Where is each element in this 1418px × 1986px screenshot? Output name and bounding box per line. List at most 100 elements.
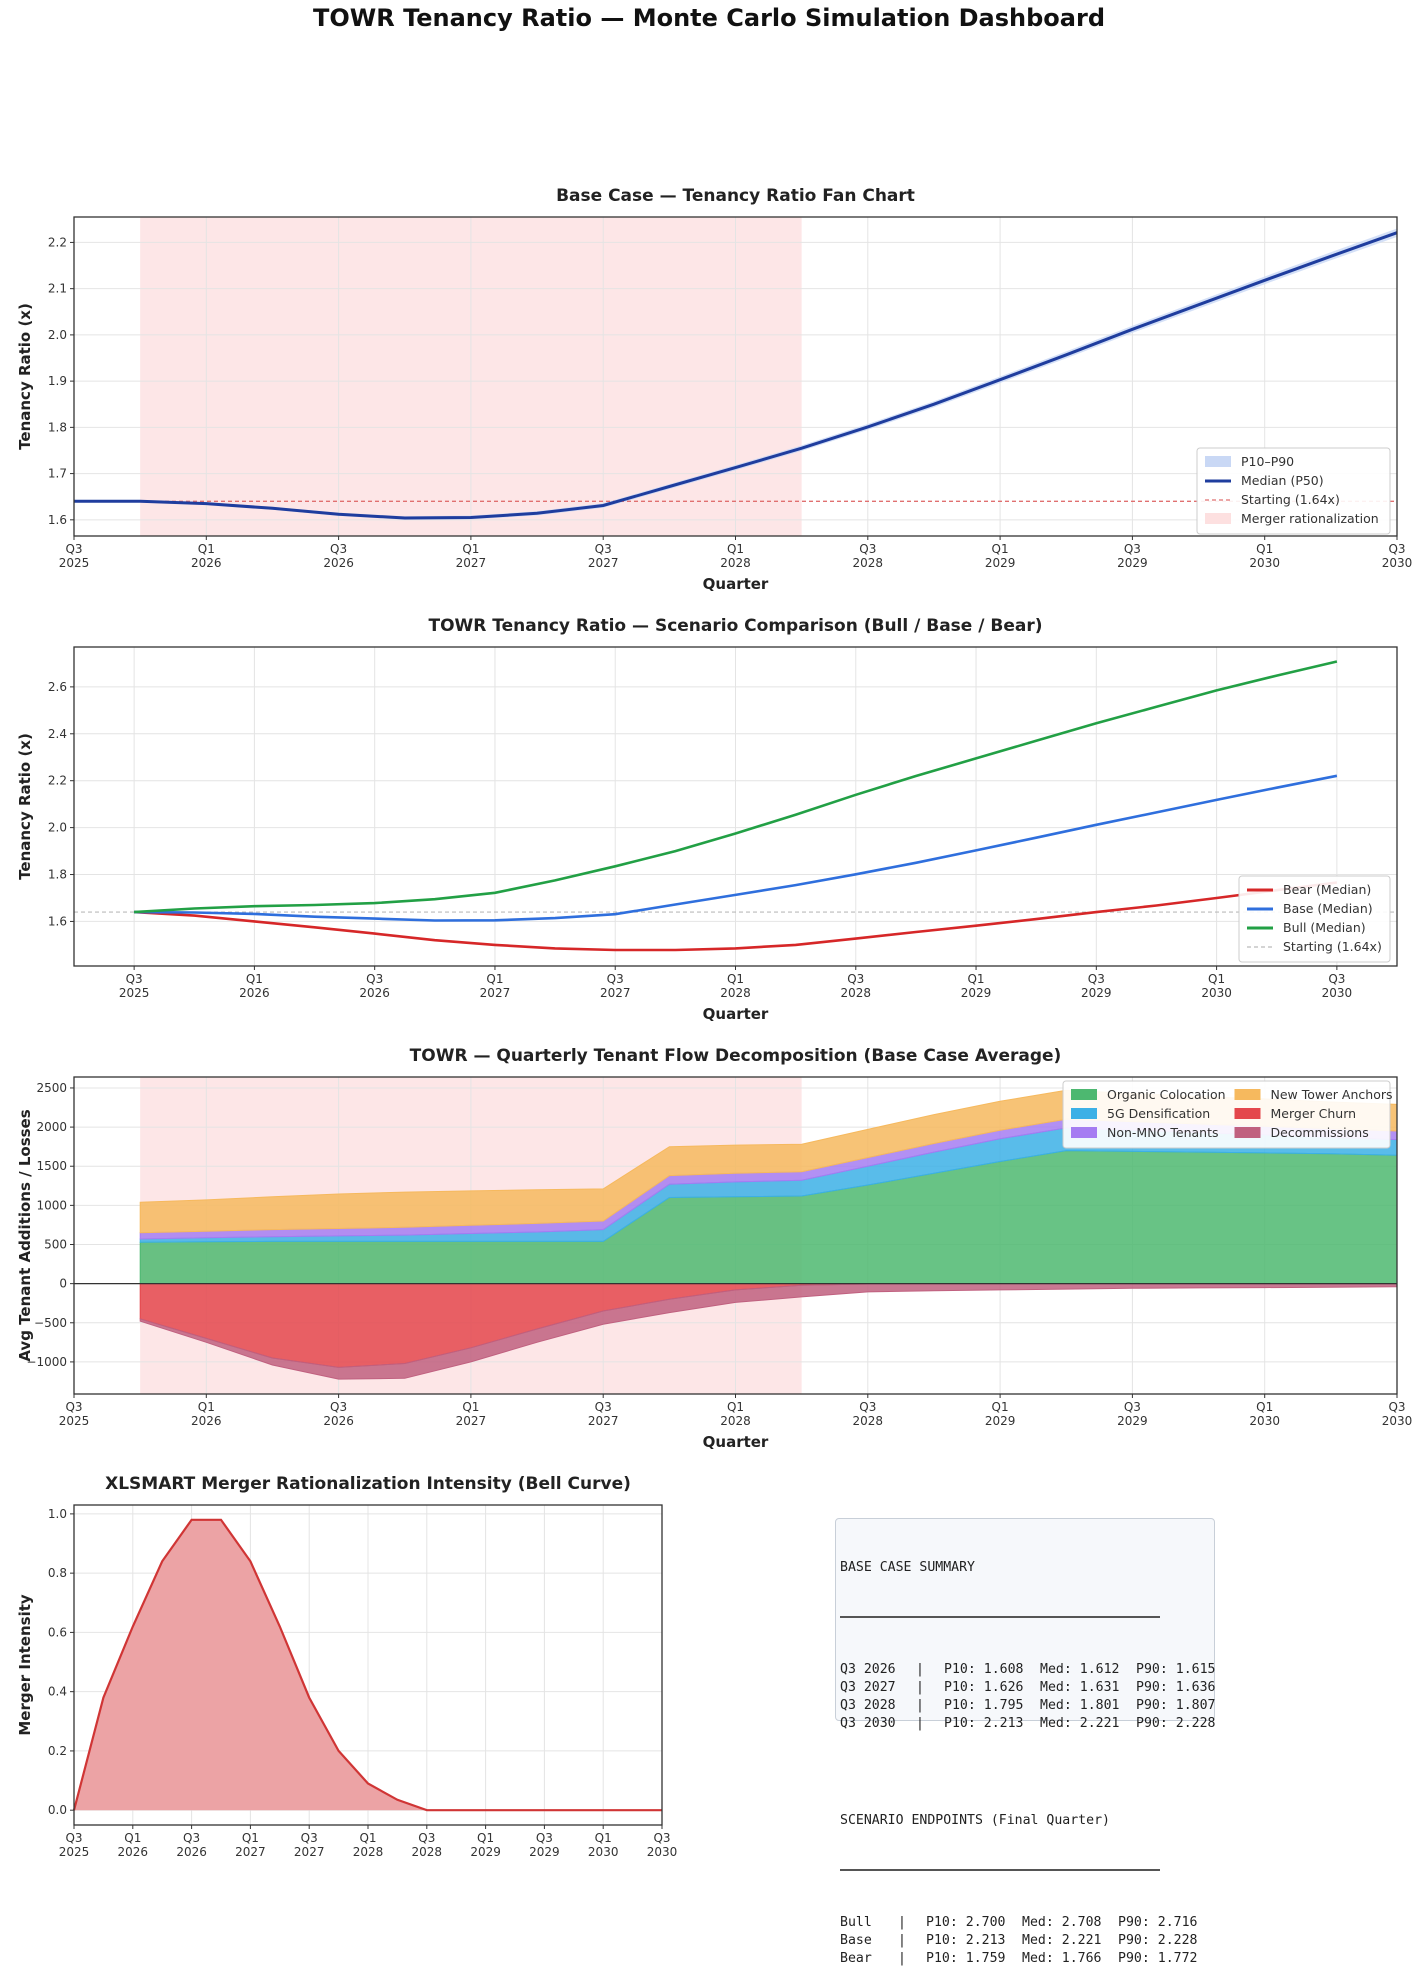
y-tick-label: 2.4	[48, 727, 67, 741]
legend-label: Base (Median)	[1283, 901, 1373, 916]
med-value: 1.801	[1079, 1698, 1120, 1713]
x-tick-quarter: Q3	[653, 1831, 670, 1845]
x-tick-year: 2026	[239, 986, 270, 1000]
chart-title: Base Case — Tenancy Ratio Fan Chart	[556, 186, 915, 206]
y-tick-label: 0.4	[48, 1685, 67, 1699]
med-field: Med: 1.766	[1022, 1950, 1118, 1968]
x-tick-quarter: Q1	[1256, 1400, 1273, 1414]
legend-label: Median (P50)	[1241, 473, 1324, 488]
legend-swatch	[1234, 1127, 1261, 1138]
x-tick-year: 2027	[588, 556, 619, 570]
row-label: Q3 2028	[840, 1698, 896, 1713]
p90-value: 1.636	[1175, 1680, 1216, 1695]
p10-field: P10: 1.759	[926, 1950, 1022, 1968]
summary-heading: BASE CASE SUMMARY	[840, 1560, 975, 1575]
legend-swatch	[1234, 1108, 1261, 1119]
y-tick-label: 0.0	[48, 1803, 67, 1817]
p90-label: P90:	[1136, 1698, 1168, 1713]
x-tick-year: 2029	[529, 1845, 560, 1859]
summary-row: Base | P10: 2.213 Med: 2.221 P90: 2.228	[840, 1932, 1210, 1950]
p90-field: P90: 1.636	[1136, 1679, 1232, 1697]
p10-value: 1.626	[983, 1680, 1024, 1695]
intensity-line	[72, 1518, 662, 1812]
x-tick-year: 2025	[119, 986, 150, 1000]
row-label: Base	[840, 1933, 872, 1948]
p10-label: P10:	[926, 1951, 958, 1966]
x-tick-year: 2030	[1382, 556, 1413, 570]
p10-field: P10: 2.213	[944, 1715, 1040, 1733]
summary-rule	[840, 1616, 1160, 1618]
y-tick-label: 1.8	[48, 868, 67, 882]
x-tick-quarter: Q3	[301, 1831, 318, 1845]
p10-field: P10: 2.700	[926, 1914, 1022, 1932]
p90-label: P90:	[1118, 1915, 1150, 1930]
x-tick-year: 2030	[1201, 986, 1232, 1000]
legend-label: New Tower Anchors	[1271, 1087, 1393, 1102]
med-label: Med:	[1040, 1716, 1072, 1731]
x-tick-year: 2030	[588, 1845, 619, 1859]
chart-3: −1000−50005001000150020002500Q32025Q1202…	[16, 1046, 1412, 1451]
x-tick-quarter: Q3	[65, 1831, 82, 1845]
x-tick-quarter: Q1	[727, 972, 744, 986]
y-axis-label: Tenancy Ratio (x)	[16, 303, 34, 450]
scenario-rows: Bull | P10: 2.700 Med: 2.708 P90: 2.716 Base | P10…	[840, 1914, 1210, 1968]
med-field: Med: 2.221	[1022, 1932, 1118, 1950]
y-tick-label: 1.7	[48, 467, 67, 481]
chart-2: 1.61.82.02.22.42.6Q32025Q12026Q32026Q120…	[16, 616, 1398, 1023]
y-tick-label: 500	[44, 1238, 67, 1252]
p90-value: 1.807	[1175, 1698, 1216, 1713]
p10-label: P10:	[926, 1933, 958, 1948]
x-tick-quarter: Q3	[65, 1400, 82, 1414]
legend-label: Bear (Median)	[1283, 882, 1371, 897]
row-separator: |	[916, 1662, 924, 1677]
y-tick-label: 1.9	[48, 374, 67, 388]
y-tick-label: −1000	[26, 1355, 67, 1369]
med-field: Med: 1.612	[1040, 1661, 1136, 1679]
legend-item: Non-MNO Tenants	[1071, 1125, 1219, 1140]
legend: Bear (Median) Base (Median) Bull (Median) S…	[1238, 875, 1391, 963]
x-tick-quarter: Q1	[242, 1831, 259, 1845]
med-label: Med:	[1022, 1933, 1054, 1948]
p10-value: 2.213	[983, 1716, 1024, 1731]
x-tick-year: 2027	[235, 1845, 266, 1859]
y-tick-label: 1.6	[48, 914, 67, 928]
legend-label: Organic Colocation	[1107, 1087, 1226, 1102]
x-tick-year: 2028	[353, 1845, 384, 1859]
grid	[73, 217, 1398, 536]
med-label: Med:	[1040, 1662, 1072, 1677]
legend-swatch	[1071, 1127, 1097, 1138]
y-tick-label: 2.2	[48, 235, 67, 249]
scenario-heading: SCENARIO ENDPOINTS (Final Quarter)	[840, 1813, 1110, 1828]
x-tick-quarter: Q1	[198, 542, 215, 556]
p10-label: P10:	[944, 1662, 976, 1677]
bear-median-line	[134, 881, 1338, 952]
grid	[74, 647, 1397, 966]
x-axis-label: Quarter	[703, 1005, 769, 1023]
legend-item: Bear (Median)	[1247, 882, 1371, 897]
med-value: 2.221	[1061, 1933, 1102, 1948]
legend-item: 5G Densification	[1071, 1106, 1210, 1121]
y-tick-label: 1.8	[48, 420, 67, 434]
x-tick-quarter: Q1	[727, 542, 744, 556]
p10-label: P10:	[944, 1680, 976, 1695]
y-tick-label: 2000	[36, 1120, 67, 1134]
x-tick-quarter: Q1	[595, 1831, 612, 1845]
y-tick-label: 0.8	[48, 1566, 67, 1580]
legend-label: Merger Churn	[1271, 1106, 1357, 1121]
x-tick-quarter: Q1	[486, 972, 503, 986]
row-separator: |	[916, 1680, 924, 1695]
x-tick-year: 2029	[985, 1414, 1016, 1428]
chart-4: 0.00.20.40.60.81.0Q32025Q12026Q32026Q120…	[16, 1474, 677, 1859]
med-label: Med:	[1022, 1951, 1054, 1966]
p90-field: P90: 2.716	[1118, 1914, 1214, 1932]
legend-item: Base (Median)	[1247, 901, 1373, 916]
y-tick-label: 1.0	[48, 1507, 67, 1521]
p10-label: P10:	[944, 1716, 976, 1731]
p10-value: 2.213	[965, 1933, 1006, 1948]
x-tick-year: 2027	[456, 1414, 487, 1428]
x-tick-quarter: Q1	[462, 1400, 479, 1414]
p10-value: 1.608	[983, 1662, 1024, 1677]
legend-label: P10–P90	[1241, 454, 1294, 469]
p10-label: P10:	[926, 1915, 958, 1930]
legend-item: New Tower Anchors	[1234, 1087, 1393, 1102]
